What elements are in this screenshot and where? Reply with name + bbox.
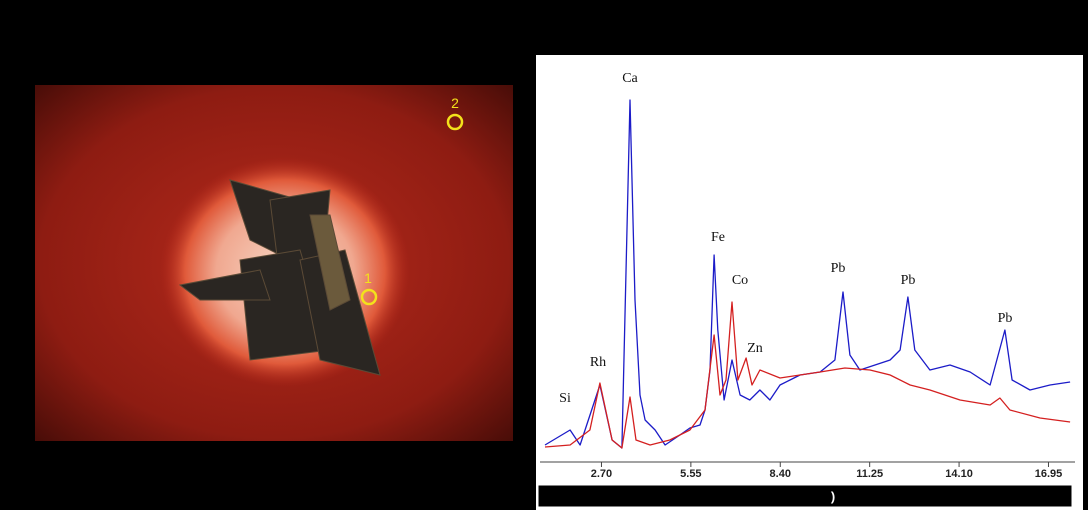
element-label: Fe — [711, 230, 725, 245]
x-tick-label: 16.95 — [1035, 468, 1063, 480]
element-label: Si — [559, 391, 571, 406]
x-tick-label: 2.70 — [591, 468, 612, 480]
x-tick-label: 14.10 — [945, 468, 973, 480]
element-label: Pb — [998, 311, 1013, 326]
annotations: Si Rh Ca Fe Co Zn Pb Pb Pb — [559, 71, 1012, 406]
element-label: Pb — [901, 273, 916, 288]
element-label: Rh — [590, 355, 606, 370]
element-label: Zn — [747, 341, 763, 356]
photo-fragments — [178, 179, 381, 376]
caption: ) — [831, 489, 835, 504]
x-tick-label: 5.55 — [680, 468, 701, 480]
fragment — [309, 214, 351, 311]
spectrum-line — [544, 99, 1071, 449]
caption-bar — [537, 484, 1073, 508]
marker-circle — [360, 288, 378, 306]
photo: 1 2 — [35, 85, 513, 441]
fragment — [178, 269, 271, 301]
element-label: Pb — [831, 261, 846, 276]
marker-circle — [446, 113, 464, 131]
x-tick-label: 11.25 — [856, 468, 883, 480]
chart-panel — [536, 55, 1083, 510]
element-label: Co — [732, 273, 748, 288]
spectrum-line — [544, 301, 1071, 449]
element-label: Ca — [622, 71, 638, 86]
spectrum-chart: Si Rh Ca Fe Co Zn Pb Pb Pb ) 2.70 5.55 8.4… — [536, 55, 1083, 510]
marker-label: 1 — [364, 270, 372, 286]
x-tick-label: 8.40 — [770, 468, 791, 480]
marker-label: 2 — [451, 95, 459, 111]
